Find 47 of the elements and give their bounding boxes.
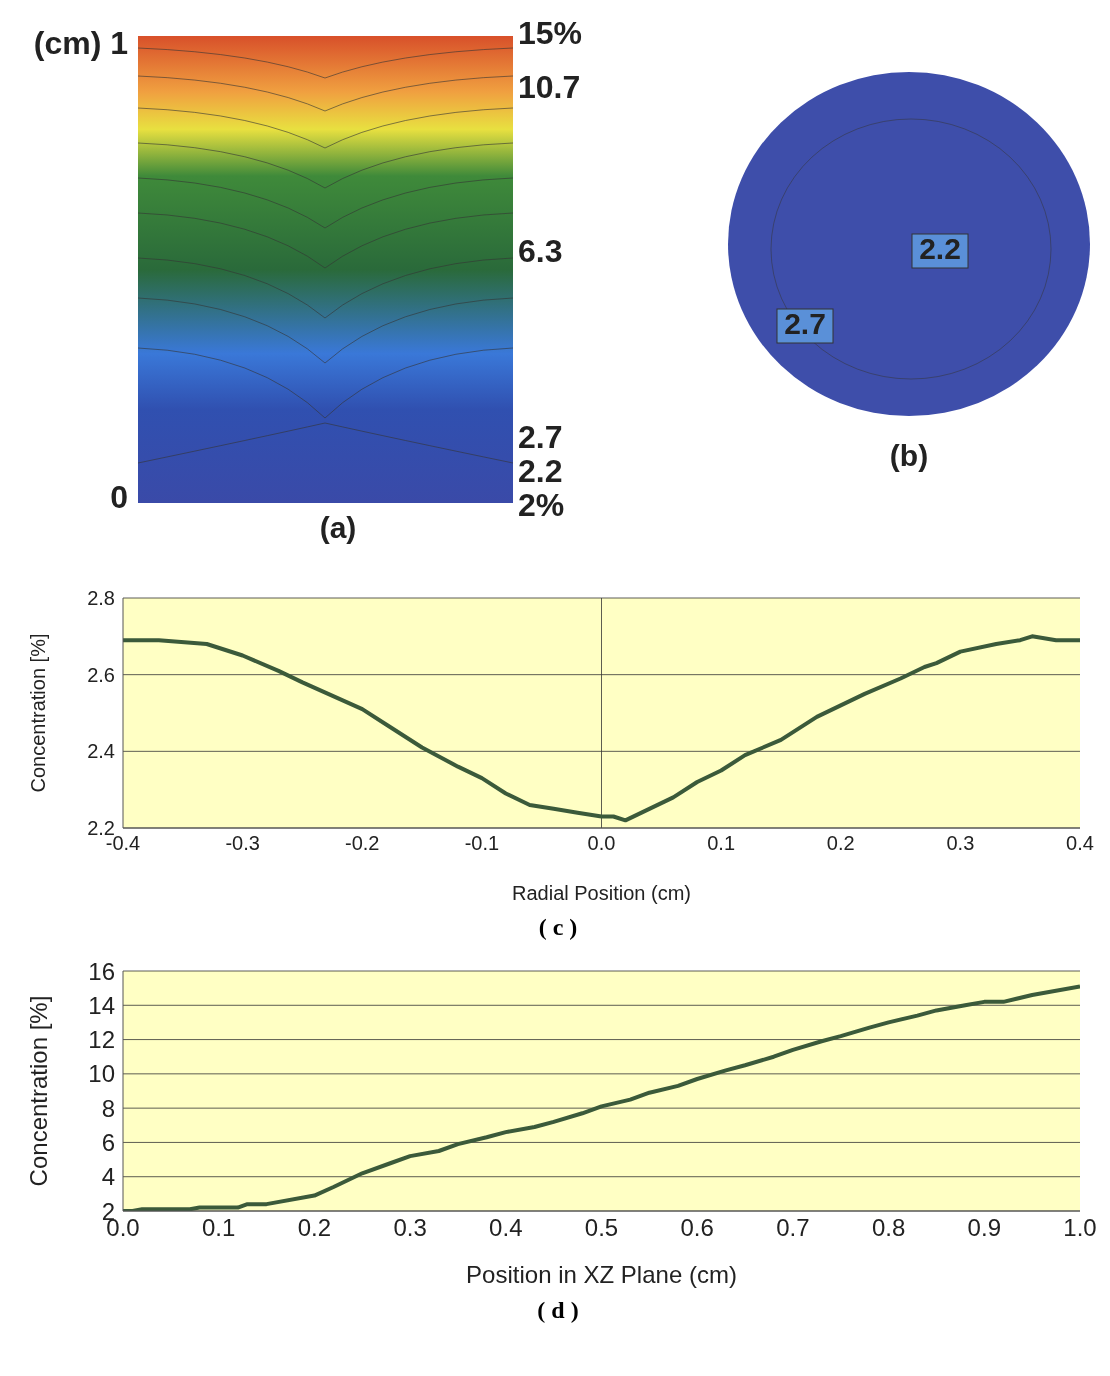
y-axis-title: Concentration [%] (27, 633, 50, 793)
line-series (123, 634, 1080, 823)
text: ( d ) (536, 1297, 580, 1324)
y-tick-label: 8 (101, 1094, 115, 1122)
text: 2.2 (919, 231, 961, 265)
text: 2.7 (518, 419, 563, 456)
x-tick-label: 0.7 (776, 1214, 810, 1242)
x-tick-label: 0.4 (1066, 832, 1094, 855)
text: (a) (319, 511, 357, 544)
text: 15% (518, 15, 583, 52)
text: (cm) 1 (33, 25, 128, 62)
y-tick-label: 10 (88, 1060, 115, 1088)
x-tick-label: -0.1 (464, 832, 500, 855)
x-tick-label: 0.6 (680, 1214, 714, 1242)
x-tick-label: 0.8 (871, 1214, 906, 1242)
text: 6.3 (518, 233, 563, 270)
y-tick-label: 14 (88, 991, 115, 1019)
text: 2% (518, 487, 565, 524)
y-tick-label: 4 (101, 1163, 115, 1191)
text: 2.7 (784, 306, 826, 340)
y-tick-label: 6 (101, 1128, 115, 1156)
x-tick-label: 0.9 (967, 1214, 1001, 1242)
text: 0 (110, 479, 128, 516)
y-tick-label: 2.6 (87, 663, 115, 686)
x-tick-label: 0.3 (946, 832, 975, 855)
x-tick-label: 0.2 (826, 832, 855, 855)
x-tick-label: 0.0 (587, 832, 616, 855)
x-tick-label: 0.4 (489, 1214, 523, 1242)
x-axis-title: Position in XZ Plane (cm) (466, 1261, 737, 1288)
y-tick-label: 12 (88, 1026, 115, 1054)
x-tick-label: 0.1 (202, 1214, 236, 1242)
x-tick-label: 1.0 (1063, 1214, 1097, 1242)
x-tick-label: -0.2 (345, 832, 380, 855)
y-tick-label: 2.4 (87, 740, 115, 763)
x-axis-title: Radial Position (cm) (512, 882, 691, 904)
text: 10.7 (518, 69, 581, 106)
x-tick-label: 0.5 (584, 1214, 619, 1242)
text: ( c ) (537, 914, 579, 941)
x-tick-label: 0.1 (707, 832, 736, 855)
x-tick-label: 0.3 (393, 1214, 427, 1242)
text: (b) (889, 439, 929, 472)
x-tick-label: -0.3 (225, 832, 260, 855)
y-tick-label: 2.8 (87, 587, 115, 610)
y-axis-title: Concentration [%] (24, 995, 52, 1187)
x-tick-label: 0.2 (297, 1214, 332, 1242)
y-tick-label: 16 (88, 957, 115, 985)
text: 2.2 (518, 453, 563, 490)
